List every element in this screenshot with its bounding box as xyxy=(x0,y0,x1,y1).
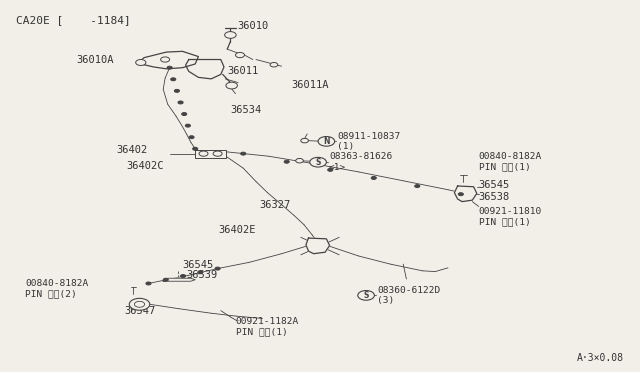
Circle shape xyxy=(189,136,194,139)
Circle shape xyxy=(134,301,145,307)
Circle shape xyxy=(458,193,463,196)
Circle shape xyxy=(215,267,220,270)
Text: N: N xyxy=(323,137,330,146)
Circle shape xyxy=(358,291,374,300)
Circle shape xyxy=(193,147,198,150)
Circle shape xyxy=(270,62,278,67)
Circle shape xyxy=(213,151,222,156)
Text: 36402: 36402 xyxy=(116,145,147,154)
Text: 36547: 36547 xyxy=(125,306,156,315)
Circle shape xyxy=(171,78,176,81)
Text: 36545: 36545 xyxy=(479,180,510,189)
Circle shape xyxy=(182,113,187,116)
Circle shape xyxy=(241,152,246,155)
Text: 08363-81626
<1>: 08363-81626 <1> xyxy=(329,153,392,172)
Circle shape xyxy=(161,57,170,62)
Text: 36534: 36534 xyxy=(230,105,262,115)
Text: 36327: 36327 xyxy=(260,201,291,210)
Text: 36545: 36545 xyxy=(183,260,214,270)
Circle shape xyxy=(318,137,335,146)
Text: 00840-8182A
PIN ピン(2): 00840-8182A PIN ピン(2) xyxy=(25,279,88,298)
Circle shape xyxy=(328,169,333,171)
Circle shape xyxy=(284,160,289,163)
Text: 00840-8182A
PIN ピン(1): 00840-8182A PIN ピン(1) xyxy=(479,152,542,171)
Text: 08360-6122D
(3): 08360-6122D (3) xyxy=(377,286,440,305)
Circle shape xyxy=(146,282,151,285)
Circle shape xyxy=(225,32,236,38)
Text: 36402C: 36402C xyxy=(126,161,164,171)
Circle shape xyxy=(163,278,168,281)
Circle shape xyxy=(415,185,420,187)
Text: CA20E [    -1184]: CA20E [ -1184] xyxy=(16,15,131,25)
Text: S: S xyxy=(364,291,369,300)
Polygon shape xyxy=(138,51,198,69)
Polygon shape xyxy=(454,186,477,202)
Circle shape xyxy=(371,176,376,179)
Text: 36402E: 36402E xyxy=(218,225,256,235)
Circle shape xyxy=(178,101,183,104)
Polygon shape xyxy=(186,60,224,79)
Text: 36539: 36539 xyxy=(186,270,217,279)
Circle shape xyxy=(296,158,303,163)
Circle shape xyxy=(301,138,308,143)
Text: 36011A: 36011A xyxy=(291,80,329,90)
Polygon shape xyxy=(163,278,195,281)
Circle shape xyxy=(236,52,244,58)
Bar xyxy=(195,150,226,158)
Text: 36011: 36011 xyxy=(227,67,259,76)
Circle shape xyxy=(167,66,172,69)
Text: S: S xyxy=(316,158,321,167)
Text: 00921-11810
PIN ピン(1): 00921-11810 PIN ピン(1) xyxy=(479,207,542,226)
Circle shape xyxy=(136,60,146,65)
Polygon shape xyxy=(306,238,330,254)
Text: 36538: 36538 xyxy=(479,192,510,202)
Circle shape xyxy=(310,157,326,167)
Circle shape xyxy=(186,124,191,127)
Circle shape xyxy=(174,89,179,92)
Text: 36010A: 36010A xyxy=(76,55,114,64)
Circle shape xyxy=(199,151,208,156)
Circle shape xyxy=(226,82,237,89)
Circle shape xyxy=(180,275,186,278)
Circle shape xyxy=(198,271,203,274)
Circle shape xyxy=(129,298,150,310)
Text: 00921-1182A
PIN ピン(1): 00921-1182A PIN ピン(1) xyxy=(236,317,299,336)
Text: 08911-10837
(1): 08911-10837 (1) xyxy=(337,132,401,151)
Text: 36010: 36010 xyxy=(237,21,268,31)
Text: A·3×0.08: A·3×0.08 xyxy=(577,353,624,363)
